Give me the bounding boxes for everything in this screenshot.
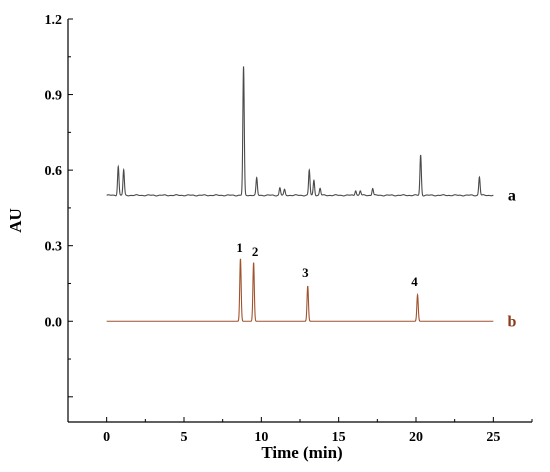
y-axis-title: AU xyxy=(6,208,25,233)
trace-label: b xyxy=(507,313,516,330)
series-layer xyxy=(106,66,494,322)
x-tick-label: 25 xyxy=(486,430,500,445)
peak-label: 1 xyxy=(236,240,243,255)
y-tick-label: 0.0 xyxy=(45,315,63,330)
peak-label: 4 xyxy=(411,274,418,289)
y-tick-label: 1.2 xyxy=(45,13,63,28)
plot-frame xyxy=(67,19,532,423)
peak-label: 3 xyxy=(302,265,309,280)
y-tick-label: 0.9 xyxy=(45,89,63,104)
x-tick-label: 20 xyxy=(409,430,423,445)
y-tick-label: 0.6 xyxy=(45,164,63,179)
series-a-trace xyxy=(106,66,494,197)
y-tick-label: 0.3 xyxy=(45,240,63,255)
series-b-trace xyxy=(106,258,494,322)
peak-label: 2 xyxy=(252,244,259,259)
annotations: 1 2 3 4 a b xyxy=(236,187,516,330)
x-tick-label: 15 xyxy=(332,430,346,445)
x-tick-label: 5 xyxy=(181,430,188,445)
x-axis-title: Time (min) xyxy=(261,443,342,462)
x-axis: 0 5 10 15 20 25 xyxy=(67,417,533,445)
y-axis: 0.0 0.3 0.6 0.9 1.2 xyxy=(45,13,73,398)
x-tick-label: 10 xyxy=(254,430,268,445)
trace-label: a xyxy=(508,187,516,204)
x-tick-label: 0 xyxy=(103,430,110,445)
